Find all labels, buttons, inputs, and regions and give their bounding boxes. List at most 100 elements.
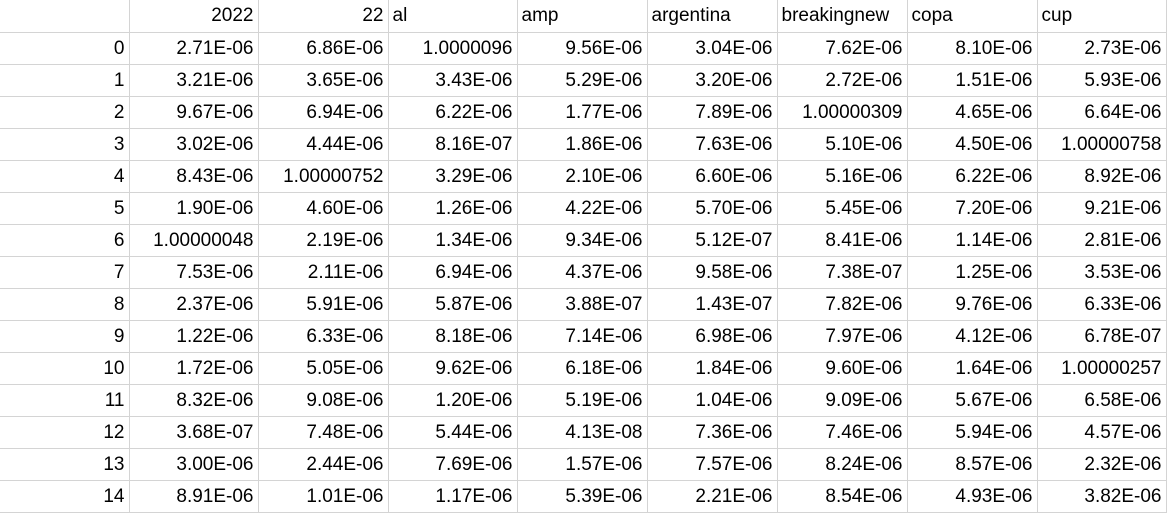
data-cell-col-22[interactable]: 4.60E-06: [258, 192, 389, 225]
data-cell-col-argentina[interactable]: 1.84E-06: [647, 352, 778, 385]
data-cell-col-al[interactable]: 6.94E-06: [388, 256, 518, 289]
data-cell-col-al[interactable]: 5.87E-06: [388, 288, 518, 321]
data-cell-col-al[interactable]: 8.18E-06: [388, 320, 518, 353]
data-cell-col-breakingnew[interactable]: 8.24E-06: [777, 448, 908, 481]
data-cell-col-amp[interactable]: 1.57E-06: [517, 448, 648, 481]
data-cell-col-amp[interactable]: 3.88E-07: [517, 288, 648, 321]
data-cell-col-breakingnew[interactable]: 7.82E-06: [777, 288, 908, 321]
data-cell-col-copa[interactable]: 1.14E-06: [907, 224, 1038, 257]
data-cell-col-22[interactable]: 7.48E-06: [258, 416, 389, 449]
data-cell-col-cup[interactable]: 9.21E-06: [1037, 192, 1167, 225]
data-cell-col-argentina[interactable]: 9.58E-06: [647, 256, 778, 289]
data-cell-col-al[interactable]: 8.16E-07: [388, 128, 518, 161]
data-cell-col-copa[interactable]: 5.67E-06: [907, 384, 1038, 417]
data-cell-col-cup[interactable]: 6.78E-07: [1037, 320, 1167, 353]
data-cell-col-amp[interactable]: 4.22E-06: [517, 192, 648, 225]
row-index-cell[interactable]: 2: [0, 96, 130, 129]
data-cell-col-copa[interactable]: 4.50E-06: [907, 128, 1038, 161]
data-cell-col-copa[interactable]: 1.51E-06: [907, 64, 1038, 97]
data-cell-col-22[interactable]: 5.91E-06: [258, 288, 389, 321]
data-cell-col-breakingnew[interactable]: 7.46E-06: [777, 416, 908, 449]
data-cell-col-amp[interactable]: 4.13E-08: [517, 416, 648, 449]
data-cell-col-22[interactable]: 4.44E-06: [258, 128, 389, 161]
row-index-cell[interactable]: 8: [0, 288, 130, 321]
data-cell-col-copa[interactable]: 9.76E-06: [907, 288, 1038, 321]
data-cell-col-copa[interactable]: 1.25E-06: [907, 256, 1038, 289]
data-cell-col-22[interactable]: 6.86E-06: [258, 32, 389, 65]
data-cell-col-al[interactable]: 9.62E-06: [388, 352, 518, 385]
data-cell-col-breakingnew[interactable]: 9.09E-06: [777, 384, 908, 417]
data-cell-col-cup[interactable]: 6.33E-06: [1037, 288, 1167, 321]
data-cell-col-amp[interactable]: 5.19E-06: [517, 384, 648, 417]
data-cell-col-cup[interactable]: 3.53E-06: [1037, 256, 1167, 289]
row-index-cell[interactable]: 4: [0, 160, 130, 193]
data-cell-col-breakingnew[interactable]: 7.38E-07: [777, 256, 908, 289]
data-cell-col-2022[interactable]: 8.91E-06: [129, 480, 259, 513]
data-cell-col-breakingnew[interactable]: 5.45E-06: [777, 192, 908, 225]
data-cell-col-argentina[interactable]: 5.12E-07: [647, 224, 778, 257]
data-cell-col-2022[interactable]: 1.00000048: [129, 224, 259, 257]
data-cell-col-2022[interactable]: 3.68E-07: [129, 416, 259, 449]
row-index-cell[interactable]: 14: [0, 480, 130, 513]
data-cell-col-amp[interactable]: 6.18E-06: [517, 352, 648, 385]
data-cell-col-cup[interactable]: 2.32E-06: [1037, 448, 1167, 481]
data-cell-col-22[interactable]: 6.33E-06: [258, 320, 389, 353]
data-cell-col-al[interactable]: 3.29E-06: [388, 160, 518, 193]
data-cell-col-amp[interactable]: 9.56E-06: [517, 32, 648, 65]
data-cell-col-copa[interactable]: 4.65E-06: [907, 96, 1038, 129]
data-cell-col-argentina[interactable]: 7.36E-06: [647, 416, 778, 449]
data-cell-col-amp[interactable]: 1.77E-06: [517, 96, 648, 129]
data-cell-col-copa[interactable]: 4.93E-06: [907, 480, 1038, 513]
row-index-cell[interactable]: 11: [0, 384, 130, 417]
row-index-cell[interactable]: 6: [0, 224, 130, 257]
data-cell-col-22[interactable]: 9.08E-06: [258, 384, 389, 417]
data-cell-col-2022[interactable]: 1.22E-06: [129, 320, 259, 353]
column-header-col-amp[interactable]: amp: [517, 0, 648, 33]
data-cell-col-2022[interactable]: 8.32E-06: [129, 384, 259, 417]
data-cell-col-argentina[interactable]: 3.04E-06: [647, 32, 778, 65]
data-cell-col-2022[interactable]: 3.00E-06: [129, 448, 259, 481]
data-cell-col-al[interactable]: 3.43E-06: [388, 64, 518, 97]
data-cell-col-cup[interactable]: 1.00000758: [1037, 128, 1167, 161]
data-cell-col-cup[interactable]: 1.00000257: [1037, 352, 1167, 385]
data-cell-col-al[interactable]: 7.69E-06: [388, 448, 518, 481]
data-cell-col-al[interactable]: 6.22E-06: [388, 96, 518, 129]
data-cell-col-al[interactable]: 1.26E-06: [388, 192, 518, 225]
data-cell-col-cup[interactable]: 3.82E-06: [1037, 480, 1167, 513]
data-cell-col-amp[interactable]: 1.86E-06: [517, 128, 648, 161]
data-cell-col-argentina[interactable]: 7.57E-06: [647, 448, 778, 481]
data-cell-col-22[interactable]: 3.65E-06: [258, 64, 389, 97]
data-cell-col-breakingnew[interactable]: 8.54E-06: [777, 480, 908, 513]
data-cell-col-breakingnew[interactable]: 1.00000309: [777, 96, 908, 129]
data-cell-col-argentina[interactable]: 3.20E-06: [647, 64, 778, 97]
column-header-col-argentina[interactable]: argentina: [647, 0, 778, 33]
data-cell-col-copa[interactable]: 5.94E-06: [907, 416, 1038, 449]
data-cell-col-2022[interactable]: 2.71E-06: [129, 32, 259, 65]
row-index-cell[interactable]: 3: [0, 128, 130, 161]
data-cell-col-al[interactable]: 5.44E-06: [388, 416, 518, 449]
data-cell-col-al[interactable]: 1.34E-06: [388, 224, 518, 257]
data-cell-col-copa[interactable]: 7.20E-06: [907, 192, 1038, 225]
data-cell-col-breakingnew[interactable]: 2.72E-06: [777, 64, 908, 97]
data-cell-col-al[interactable]: 1.17E-06: [388, 480, 518, 513]
data-cell-col-amp[interactable]: 5.29E-06: [517, 64, 648, 97]
data-cell-col-amp[interactable]: 4.37E-06: [517, 256, 648, 289]
row-index-cell[interactable]: 10: [0, 352, 130, 385]
data-cell-col-22[interactable]: 1.00000752: [258, 160, 389, 193]
data-cell-col-cup[interactable]: 6.58E-06: [1037, 384, 1167, 417]
data-cell-col-cup[interactable]: 6.64E-06: [1037, 96, 1167, 129]
data-cell-col-breakingnew[interactable]: 5.10E-06: [777, 128, 908, 161]
data-cell-col-argentina[interactable]: 5.70E-06: [647, 192, 778, 225]
data-cell-col-argentina[interactable]: 6.60E-06: [647, 160, 778, 193]
data-cell-col-copa[interactable]: 4.12E-06: [907, 320, 1038, 353]
data-cell-col-2022[interactable]: 3.02E-06: [129, 128, 259, 161]
data-cell-col-amp[interactable]: 7.14E-06: [517, 320, 648, 353]
column-header-col-cup[interactable]: cup: [1037, 0, 1167, 33]
column-header-col-copa[interactable]: copa: [907, 0, 1038, 33]
column-header-col-breakingnew[interactable]: breakingnew: [777, 0, 908, 33]
column-header-col-2022[interactable]: 2022: [129, 0, 259, 33]
data-cell-col-22[interactable]: 2.11E-06: [258, 256, 389, 289]
data-cell-col-2022[interactable]: 9.67E-06: [129, 96, 259, 129]
data-cell-col-2022[interactable]: 7.53E-06: [129, 256, 259, 289]
data-cell-col-argentina[interactable]: 2.21E-06: [647, 480, 778, 513]
